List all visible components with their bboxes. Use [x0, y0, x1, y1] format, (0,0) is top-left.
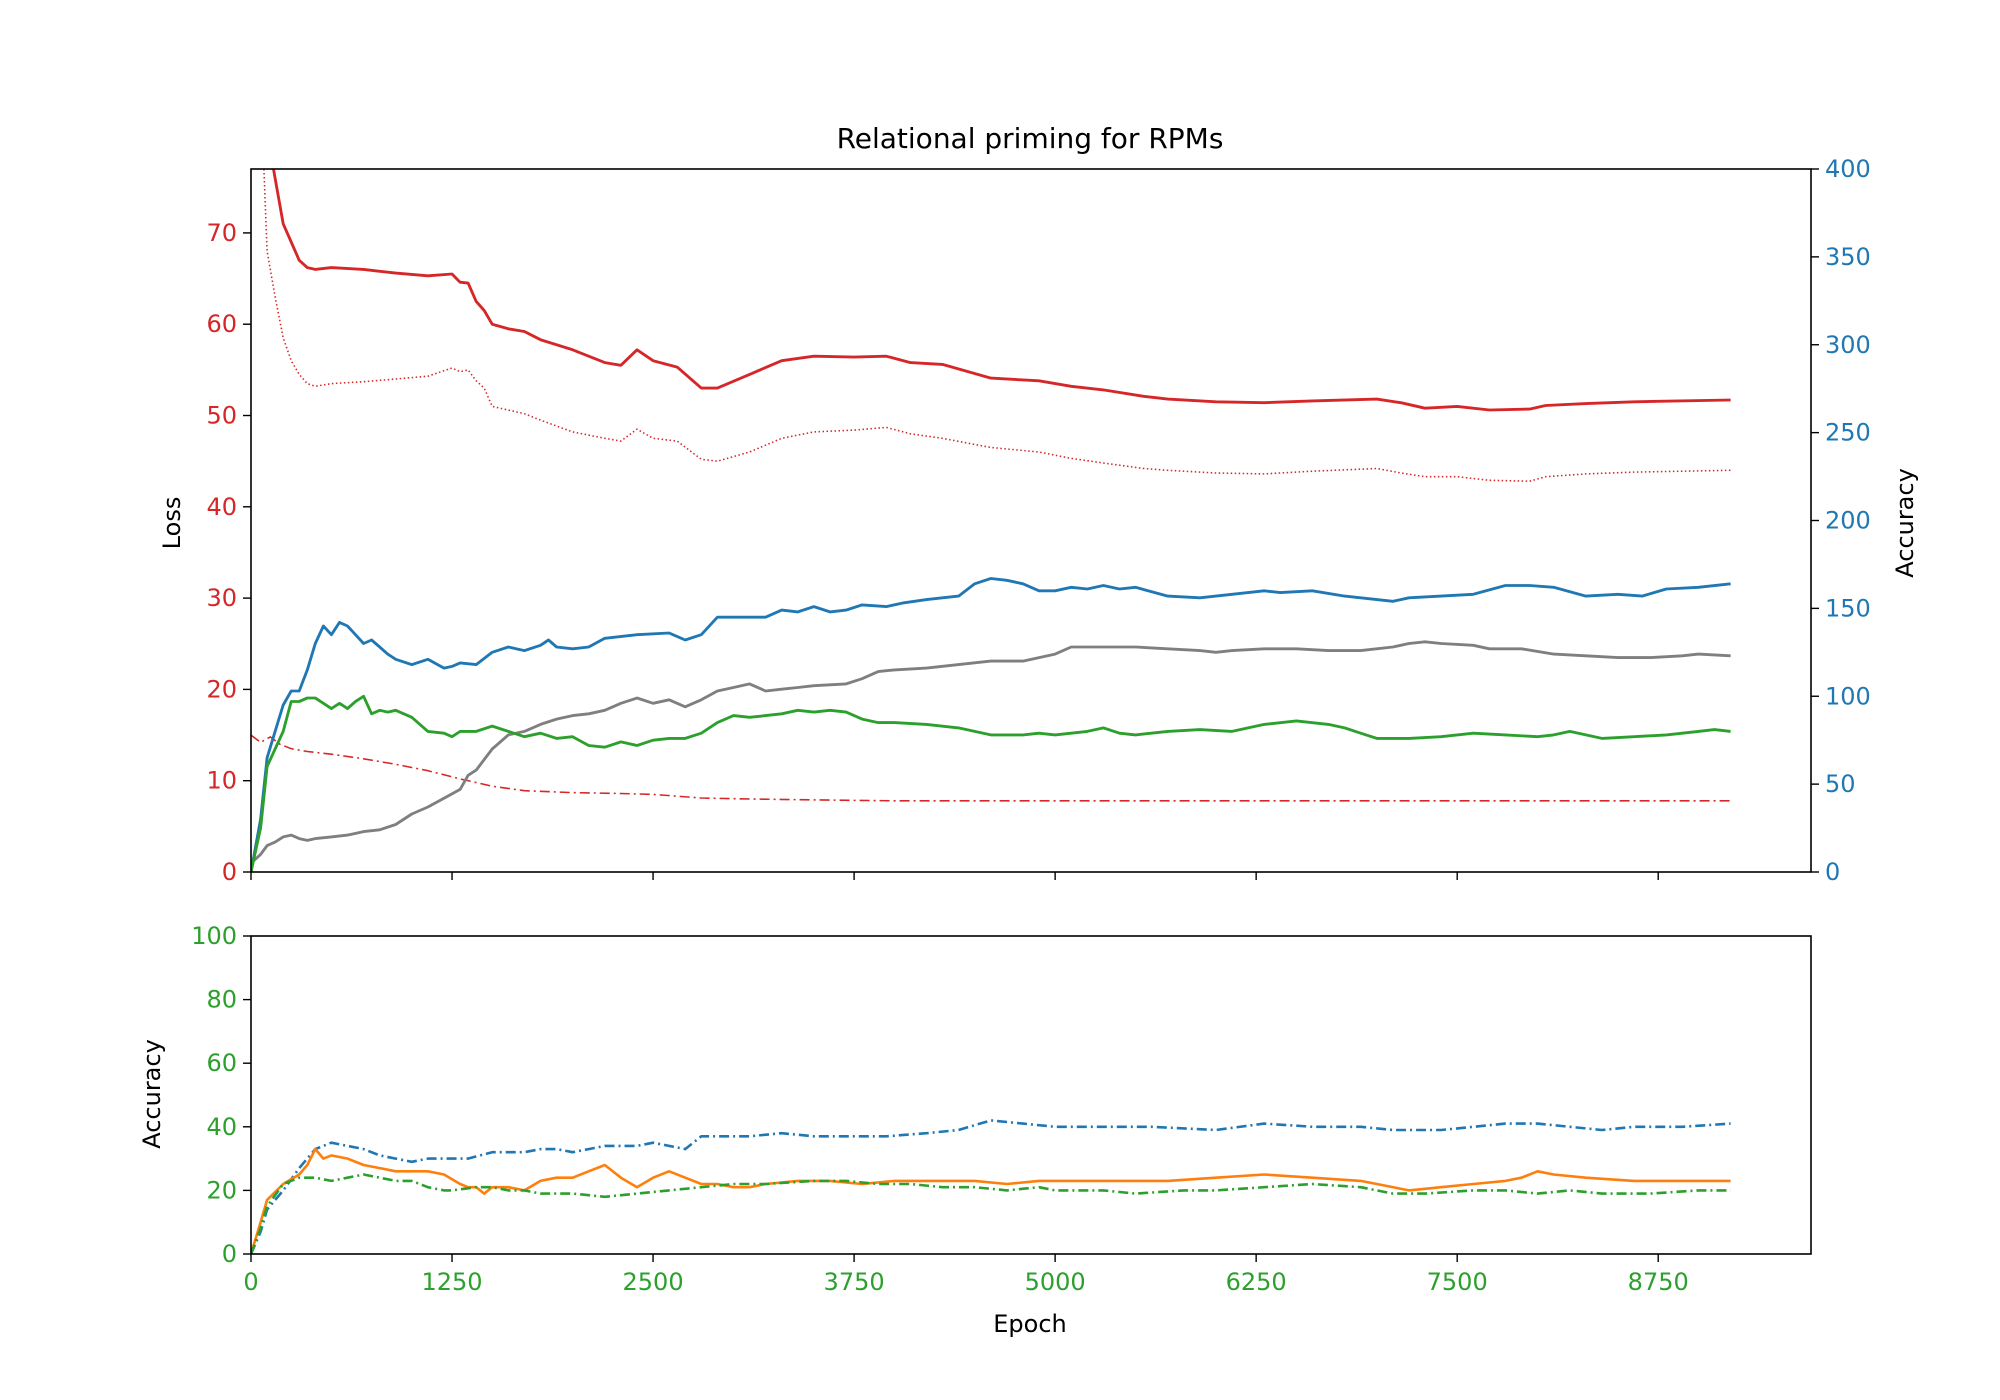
- bottom-x-tick-label: 0: [243, 1268, 258, 1296]
- bottom-x-tick-label: 3750: [824, 1268, 885, 1296]
- bottom-series-orange-solid-1: [251, 1147, 1731, 1254]
- bottom-x-tick-label: 5000: [1025, 1268, 1086, 1296]
- top-axes-group: 0 10 20 30 40 50 60 70 0 50 100 150 200 250 300 350 400: [206, 155, 1870, 886]
- bottom-x-tick-label: 6250: [1226, 1268, 1287, 1296]
- bottom-x-tick-label: 1250: [421, 1268, 482, 1296]
- y-axis-label-left: Loss: [158, 497, 186, 550]
- y-axis-label-right: Accuracy: [1891, 468, 1919, 578]
- top-series-group: [251, 169, 1731, 872]
- top-right-y-tick-label: 300: [1825, 331, 1871, 359]
- top-right-y-tick-label: 350: [1825, 243, 1871, 271]
- top-right-y-tick-label: 200: [1825, 507, 1871, 535]
- bottom-axes-group: 0 1250 2500 3750 5000 6250 7500 8750 0 20 40 60 80 10…: [191, 922, 1812, 1296]
- top-right-y-tick-label: 150: [1825, 594, 1871, 622]
- bottom-y-tick-label: 80: [206, 986, 237, 1014]
- top-left-y-tick-label: 70: [206, 219, 237, 247]
- bottom-y-tick-label: 20: [206, 1176, 237, 1204]
- bottom-series-green-dashdot-2: [251, 1173, 1731, 1254]
- loss-accuracy-panel: Relational priming for RPMs Loss Accurac…: [158, 122, 1919, 886]
- bottom-x-tick-label: 8750: [1628, 1268, 1689, 1296]
- top-left-y-tick-label: 50: [206, 402, 237, 430]
- top-left-y-tick-label: 0: [222, 858, 237, 886]
- bottom-series-blue-dashdot-0: [251, 1119, 1731, 1254]
- top-series-gray-solid-4: [251, 640, 1731, 865]
- top-right-y-tick-label: 100: [1825, 682, 1871, 710]
- bottom-series-group: [251, 1119, 1731, 1254]
- bottom-x-tick-label: 7500: [1427, 1268, 1488, 1296]
- top-left-y-tick-label: 30: [206, 584, 237, 612]
- bottom-axes-frame: [250, 935, 1812, 1255]
- top-right-y-tick-label: 400: [1825, 155, 1871, 183]
- top-left-y-tick-label: 40: [206, 493, 237, 521]
- y-axis-label-bottom: Accuracy: [138, 1039, 166, 1149]
- top-left-y-tick-label: 60: [206, 310, 237, 338]
- top-series-red-dashdot-2: [251, 734, 1731, 802]
- accuracy-panel: Epoch Accuracy 0 1250 2500 3750 5000 6250 7500…: [138, 922, 1812, 1338]
- bottom-y-tick-label: 100: [191, 922, 237, 950]
- top-series-red-solid-0: [272, 169, 1731, 412]
- top-right-y-tick-label: 250: [1825, 419, 1871, 447]
- top-left-y-tick-label: 20: [206, 675, 237, 703]
- top-right-y-tick-label: 50: [1825, 770, 1856, 798]
- bottom-x-tick-label: 2500: [623, 1268, 684, 1296]
- top-series-green-solid-5: [251, 694, 1731, 872]
- bottom-y-tick-label: 60: [206, 1049, 237, 1077]
- bottom-y-tick-label: 0: [222, 1240, 237, 1268]
- top-right-y-tick-label: 0: [1825, 858, 1840, 886]
- x-axis-label: Epoch: [993, 1310, 1067, 1338]
- top-left-y-tick-label: 10: [206, 767, 237, 795]
- bottom-y-tick-label: 40: [206, 1113, 237, 1141]
- top-series-blue-solid-3: [251, 577, 1731, 872]
- chart-title: Relational priming for RPMs: [837, 122, 1224, 155]
